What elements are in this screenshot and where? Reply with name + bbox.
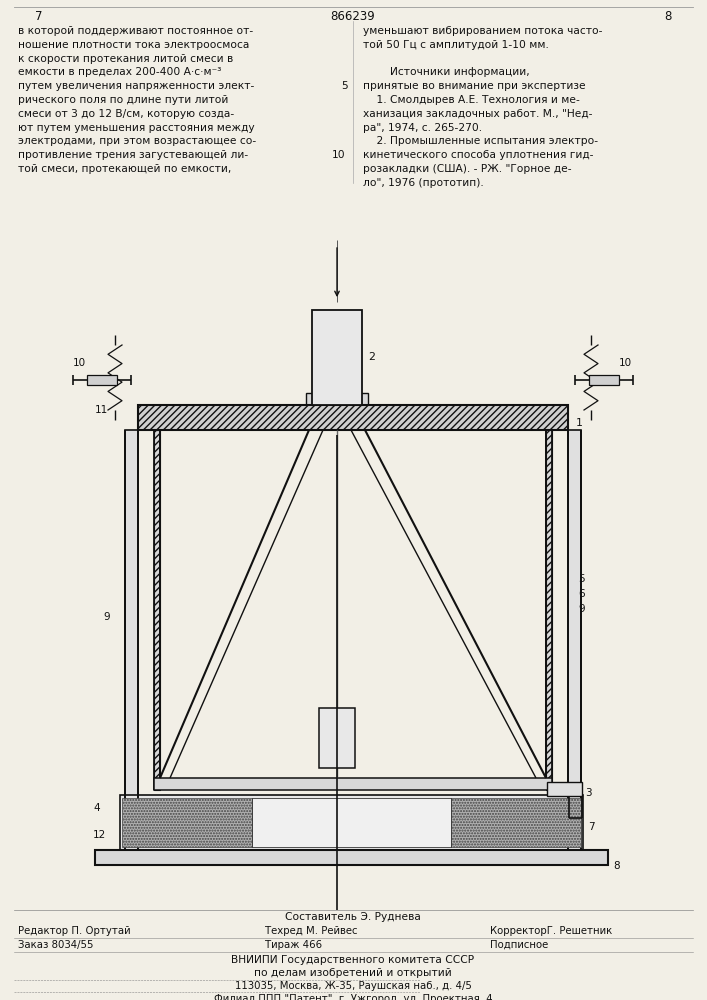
Text: ВНИИПИ Государственного комитета СССР: ВНИИПИ Государственного комитета СССР: [231, 955, 474, 965]
Text: Редактор П. Ортутай: Редактор П. Ортутай: [18, 926, 131, 936]
Text: Подписное: Подписное: [490, 940, 548, 950]
Bar: [546, 430, 552, 790]
Text: 7: 7: [35, 10, 42, 23]
Text: 2. Промышленные испытания электро-: 2. Промышленные испытания электро-: [363, 136, 598, 146]
Bar: [319, 708, 355, 768]
Text: рического поля по длине пути литой: рического поля по длине пути литой: [18, 95, 228, 105]
Text: 9: 9: [103, 612, 110, 622]
Text: принятые во внимание при экспертизе: принятые во внимание при экспертизе: [363, 81, 585, 91]
Text: Тираж 466: Тираж 466: [265, 940, 322, 950]
Text: ра", 1974, с. 265-270.: ра", 1974, с. 265-270.: [363, 123, 482, 133]
Text: 10: 10: [619, 358, 632, 368]
Bar: [589, 375, 619, 385]
Text: ют путем уменьшения расстояния между: ют путем уменьшения расстояния между: [18, 123, 255, 133]
Text: ханизация закладочных работ. М., "Нед-: ханизация закладочных работ. М., "Нед-: [363, 109, 592, 119]
Text: 5: 5: [341, 81, 348, 91]
Text: ношение плотности тока электроосмоса: ношение плотности тока электроосмоса: [18, 40, 250, 50]
Bar: [154, 778, 552, 790]
Text: к скорости протекания литой смеси в: к скорости протекания литой смеси в: [18, 54, 233, 64]
Text: емкости в пределах 200-400 А·с·м⁻³: емкости в пределах 200-400 А·с·м⁻³: [18, 67, 221, 77]
Bar: [547, 782, 582, 796]
Text: Филиал ППП "Патент", г. Ужгород, ул. Проектная, 4: Филиал ППП "Патент", г. Ужгород, ул. Про…: [214, 994, 492, 1000]
Bar: [120, 795, 583, 850]
Text: 113035, Москва, Ж-35, Раушская наб., д. 4/5: 113035, Москва, Ж-35, Раушская наб., д. …: [235, 981, 472, 991]
Text: электродами, при этом возрастающее со-: электродами, при этом возрастающее со-: [18, 136, 256, 146]
Bar: [306, 393, 368, 405]
Text: 866239: 866239: [331, 10, 375, 23]
Text: 10: 10: [332, 150, 345, 160]
Text: смеси от 3 до 12 В/см, которую созда-: смеси от 3 до 12 В/см, которую созда-: [18, 109, 234, 119]
Text: 1. Смолдырев А.Е. Технология и ме-: 1. Смолдырев А.Е. Технология и ме-: [363, 95, 580, 105]
Bar: [122, 798, 252, 847]
Text: Заказ 8034/55: Заказ 8034/55: [18, 940, 93, 950]
Text: по делам изобретений и открытий: по делам изобретений и открытий: [254, 968, 452, 978]
Text: розакладки (США). - РЖ. "Горное де-: розакладки (США). - РЖ. "Горное де-: [363, 164, 572, 174]
Text: той смеси, протекающей по емкости,: той смеси, протекающей по емкости,: [18, 164, 231, 174]
Text: 10: 10: [73, 358, 86, 368]
Bar: [125, 430, 138, 850]
Text: 5: 5: [578, 574, 585, 584]
Text: Источники информации,: Источники информации,: [363, 67, 530, 77]
Text: ло", 1976 (прототип).: ло", 1976 (прототип).: [363, 178, 484, 188]
Text: 12: 12: [93, 830, 106, 840]
Text: путем увеличения напряженности элект-: путем увеличения напряженности элект-: [18, 81, 255, 91]
Text: Составитель Э. Руднева: Составитель Э. Руднева: [285, 912, 421, 922]
Bar: [312, 310, 362, 405]
Bar: [252, 798, 451, 847]
Text: 6: 6: [578, 589, 585, 599]
Text: 8: 8: [613, 861, 619, 871]
Text: КорректорГ. Решетник: КорректорГ. Решетник: [490, 926, 612, 936]
Text: 4: 4: [93, 803, 100, 813]
Text: той 50 Гц с амплитудой 1-10 мм.: той 50 Гц с амплитудой 1-10 мм.: [363, 40, 549, 50]
Bar: [451, 798, 581, 847]
Bar: [154, 430, 160, 790]
Text: 1: 1: [576, 418, 583, 428]
Text: 9: 9: [578, 604, 585, 614]
Text: в которой поддерживают постоянное от-: в которой поддерживают постоянное от-: [18, 26, 253, 36]
Bar: [87, 375, 117, 385]
Text: Техред М. Рейвес: Техред М. Рейвес: [265, 926, 358, 936]
Text: уменьшают вибрированием потока часто-: уменьшают вибрированием потока часто-: [363, 26, 602, 36]
Bar: [568, 430, 581, 850]
Text: кинетического способа уплотнения гид-: кинетического способа уплотнения гид-: [363, 150, 593, 160]
Text: 8: 8: [665, 10, 672, 23]
Bar: [95, 850, 608, 865]
Text: 11: 11: [95, 405, 108, 415]
Bar: [138, 405, 568, 430]
Text: противление трения загустевающей ли-: противление трения загустевающей ли-: [18, 150, 248, 160]
Text: 7: 7: [588, 822, 595, 832]
Text: 2: 2: [368, 353, 375, 362]
Text: 3: 3: [585, 788, 592, 798]
